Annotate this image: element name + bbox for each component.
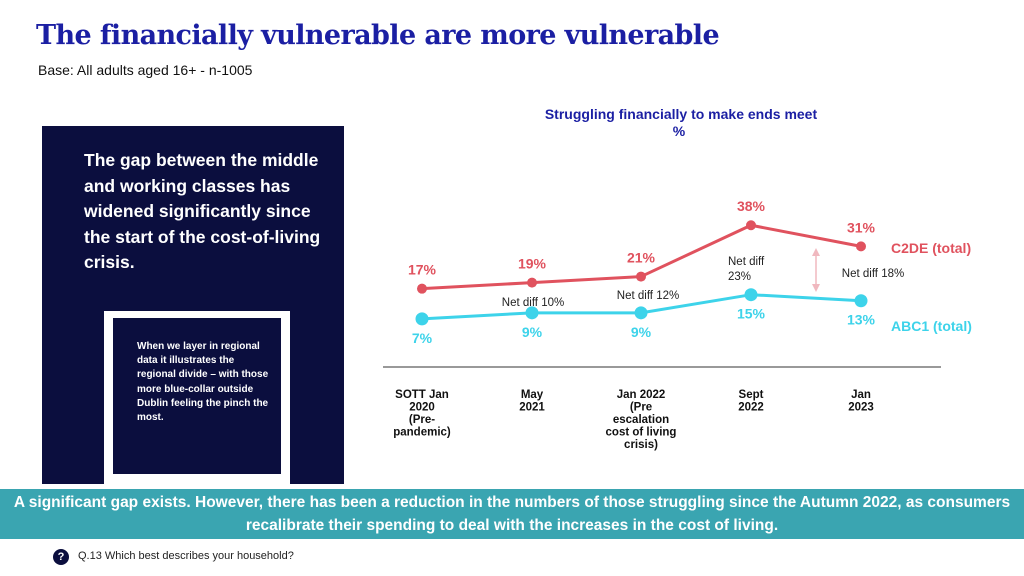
data-label: 17% [408,262,437,278]
x-tick-label: 2021 [519,402,545,414]
x-tick-label: 2023 [848,402,874,414]
gap-arrow-head [812,248,820,256]
data-label: 9% [522,324,543,340]
data-label: 21% [627,250,656,266]
series-legend-label: ABC1 (total) [891,318,972,334]
data-point [417,283,427,294]
data-point [634,306,648,320]
callout-detail-text: When we layer in regional data it illust… [137,341,269,424]
x-tick-label: Jan [851,389,871,401]
detail-panel [113,318,281,474]
question-icon: ? [53,549,69,565]
net-diff-annotation: Net diff 18% [842,268,904,280]
data-point [525,306,539,320]
data-point [415,312,429,326]
chart-subtitle: % [673,123,686,139]
summary-banner: A significant gap exists. However, there… [0,489,1024,539]
net-diff-annotation: Net diff 10% [502,297,564,309]
x-tick-label: crisis) [624,439,658,451]
x-tick-label: 2020 [409,402,435,414]
net-diff-annotation: Net diff [728,256,765,268]
x-tick-label: Sept [739,389,764,401]
gap-arrow-head [812,284,820,292]
data-point [854,294,868,308]
x-tick-label: cost of living [606,427,677,439]
x-tick-label: pandemic) [393,427,451,439]
x-tick-label: Jan 2022 [617,389,666,401]
x-tick-label: May [521,389,544,401]
callout-main-text: The gap between the middle and working c… [84,150,321,272]
data-label: 15% [737,306,766,322]
data-point [746,220,756,231]
data-label: 31% [847,219,876,235]
survey-question: Q.13 Which best describes your household… [78,550,294,562]
data-label: 9% [631,324,652,340]
data-label: 13% [847,312,876,328]
data-label: 19% [518,256,547,272]
data-label: 38% [737,198,766,214]
data-point [744,288,758,302]
net-diff-annotation: Net diff 12% [617,290,679,302]
data-point [856,241,866,252]
page-title: The financially vulnerable are more vuln… [36,20,720,51]
data-point [527,277,537,288]
x-tick-label: (Pre- [409,414,435,426]
x-tick-label: 2022 [738,402,764,414]
data-label: 7% [412,330,433,346]
x-tick-label: escalation [613,414,669,426]
base-note: Base: All adults aged 16+ - n-1005 [38,62,253,78]
series-legend-label: C2DE (total) [891,240,971,256]
line-chart: Struggling financially to make ends meet… [383,106,972,451]
net-diff-annotation: 23% [728,271,751,283]
x-tick-label: (Pre [630,402,652,414]
x-tick-label: SOTT Jan [395,389,449,401]
data-point [636,271,646,282]
chart-title: Struggling financially to make ends meet [545,106,818,122]
